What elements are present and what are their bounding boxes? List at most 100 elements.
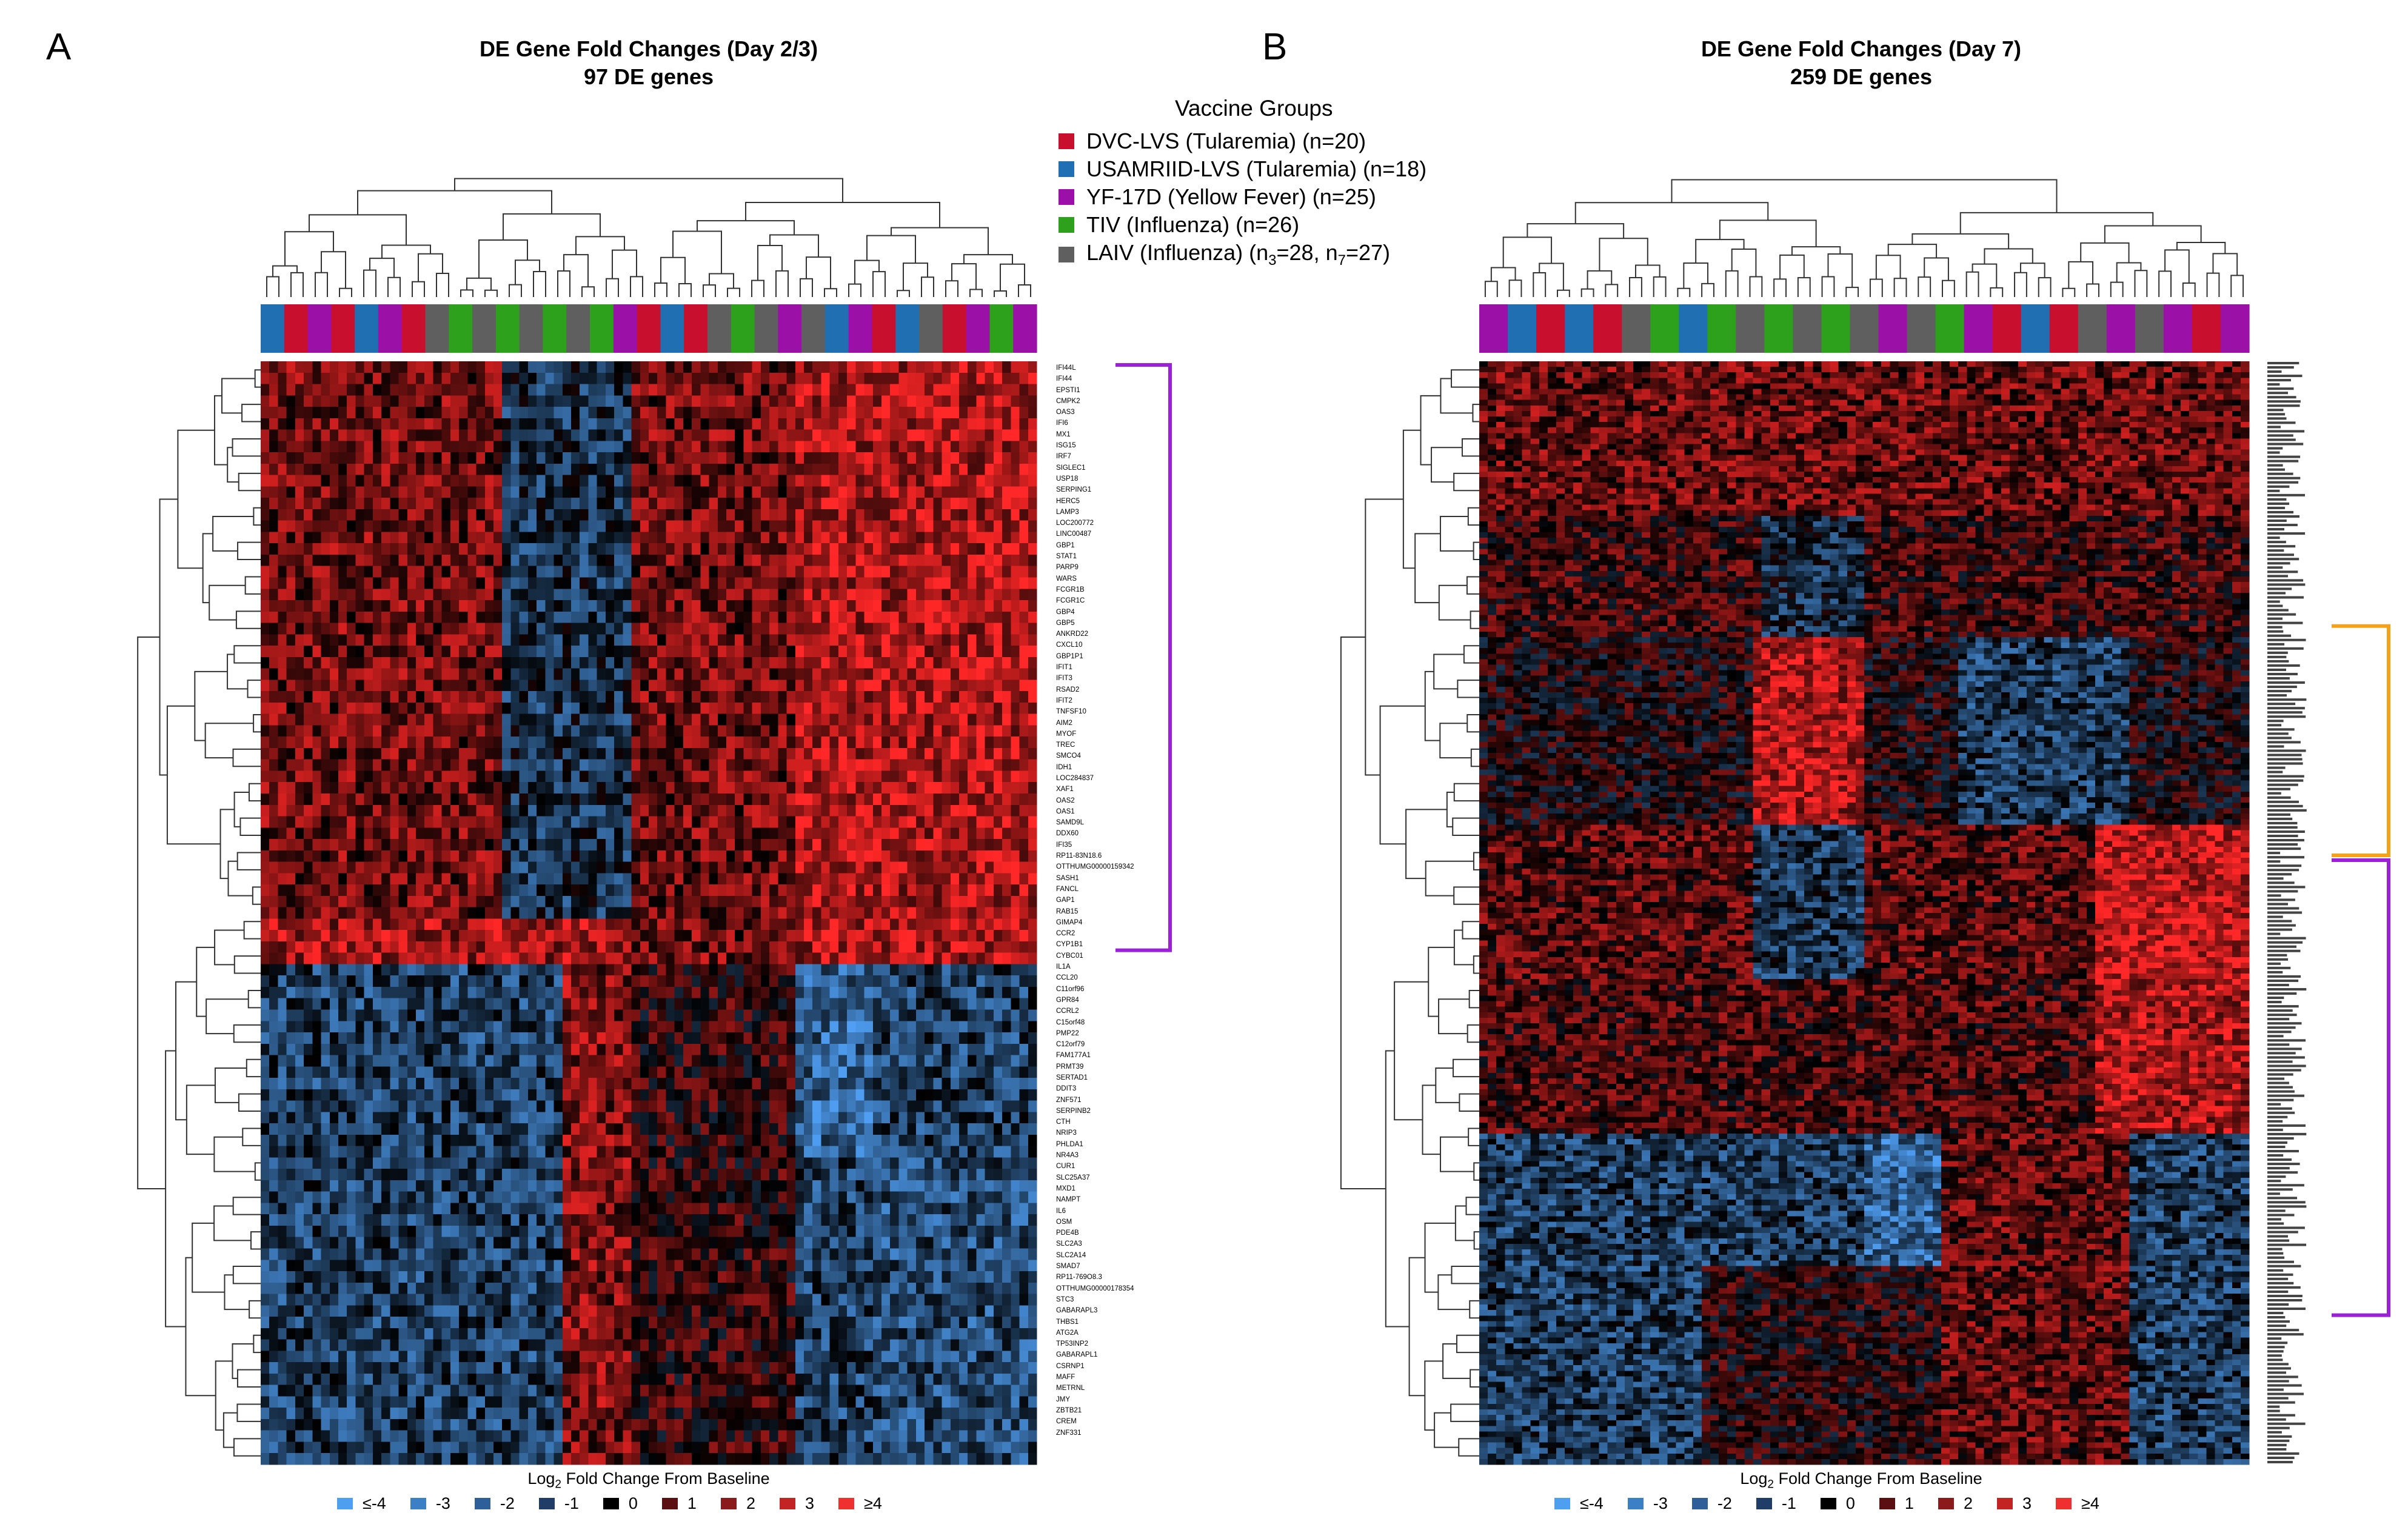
gene-label: CUR1: [1056, 1161, 1134, 1172]
gene-label: FCGR1B: [1056, 584, 1134, 595]
group-cell: [778, 304, 802, 353]
group-cell: [401, 304, 426, 353]
scale-swatch: [838, 1498, 854, 1509]
gene-label: IFIT1: [1056, 662, 1134, 673]
scale-swatch: [1820, 1498, 1836, 1509]
panel-b-scale-label: Log2 Fold Change From Baseline: [1637, 1469, 2085, 1491]
gene-label: GIMAP4: [1056, 917, 1134, 928]
group-cell: [1593, 304, 1622, 353]
legend-item: LAIV (Influenza) (n3=28, n7=27): [1059, 240, 1390, 269]
gene-label: RSAD2: [1056, 684, 1134, 695]
dendrogram-lines: [1484, 179, 2244, 297]
group-cell: [1013, 304, 1037, 353]
gene-label: SAMD9L: [1056, 817, 1134, 828]
heatmap-cells: [1479, 361, 2250, 1465]
gene-label: MXD1: [1056, 1183, 1134, 1194]
scale-item: ≥4: [838, 1494, 882, 1513]
scale-item: ≤-4: [1554, 1494, 1604, 1513]
heatmap-cells: [261, 361, 1037, 1465]
gene-label: OAS1: [1056, 806, 1134, 817]
group-cell: [613, 304, 638, 353]
group-cell: [1679, 304, 1708, 353]
group-cell: [2078, 304, 2107, 353]
gene-label: LINC00487: [1056, 529, 1134, 540]
gene-label: PDE4B: [1056, 1228, 1134, 1238]
group-cell: [824, 304, 849, 353]
scale-item: 1: [1879, 1494, 1914, 1513]
gene-label: IFI44L: [1056, 362, 1134, 373]
gene-label: CYBC01: [1056, 950, 1134, 961]
group-cell: [284, 304, 309, 353]
group-cell: [307, 304, 332, 353]
scale-swatch: [538, 1498, 555, 1509]
gene-label: STC3: [1056, 1294, 1134, 1305]
group-cell: [590, 304, 614, 353]
gene-label: PHLDA1: [1056, 1139, 1134, 1150]
panel-a-color-scale: ≤-4 -3 -2 -1 0 1 2 3 ≥4: [337, 1494, 906, 1513]
group-cell: [1508, 304, 1537, 353]
scale-swatch: [1554, 1498, 1570, 1509]
scale-swatch: [1879, 1498, 1895, 1509]
panel-letter-a: A: [46, 25, 71, 68]
dendrogram-lines: [137, 369, 261, 1457]
gene-label: GABARAPL1: [1056, 1349, 1134, 1360]
scale-label: 0: [629, 1494, 638, 1513]
group-cell: [1964, 304, 1993, 353]
scale-swatch: [474, 1498, 490, 1509]
panel-a-group-bar: [261, 304, 1037, 353]
scale-item: 3: [1996, 1494, 2032, 1513]
group-cell: [1565, 304, 1594, 353]
dendrogram-lines: [1340, 369, 1479, 1457]
group-cell: [966, 304, 991, 353]
gene-label: OTTHUMG00000159342: [1056, 861, 1134, 872]
group-cell: [2163, 304, 2193, 353]
scale-swatch: [2056, 1498, 2072, 1509]
legend-label: DVC-LVS (Tularemia) (n=20): [1086, 129, 1366, 154]
gene-label: METRNL: [1056, 1383, 1134, 1394]
scale-item: ≤-4: [337, 1494, 386, 1513]
scale-swatch: [337, 1498, 353, 1509]
scale-label: -1: [1782, 1494, 1796, 1513]
scale-label: -2: [500, 1494, 515, 1513]
gene-label: ATG2A: [1056, 1328, 1134, 1338]
gene-label: RAB15: [1056, 906, 1134, 917]
scale-item: -1: [1756, 1494, 1796, 1513]
legend-title: Vaccine Groups: [1175, 96, 1333, 121]
group-cell: [1793, 304, 1822, 353]
gene-label: LOC200772: [1056, 518, 1134, 529]
scale-item: 0: [1820, 1494, 1855, 1513]
panel-a-title-line2: 97 DE genes: [424, 63, 873, 91]
panel-letter-b: B: [1262, 25, 1287, 68]
group-cell: [2049, 304, 2079, 353]
scale-label: -3: [436, 1494, 450, 1513]
panel-b-brackets: [2332, 624, 2390, 1317]
group-cell: [449, 304, 473, 353]
panel-b-title-line1: DE Gene Fold Changes (Day 7): [1637, 35, 2085, 63]
scale-swatch: [779, 1498, 795, 1509]
purple-bracket: [2332, 858, 2390, 1317]
panel-b-row-dendrogram: [1340, 369, 1479, 1457]
group-cell: [495, 304, 520, 353]
legend-label: TIV (Influenza) (n=26): [1086, 212, 1299, 238]
gene-label: DDX60: [1056, 828, 1134, 839]
scale-label: 2: [746, 1494, 755, 1513]
group-cell: [942, 304, 967, 353]
gene-label: IL1A: [1056, 961, 1134, 972]
gene-label: C15orf48: [1056, 1017, 1134, 1028]
panel-b-group-bar: [1479, 304, 2250, 353]
gene-label: LAMP3: [1056, 507, 1134, 518]
scale-item: ≥4: [2056, 1494, 2099, 1513]
scale-label: 3: [805, 1494, 814, 1513]
gene-label: GBP5: [1056, 618, 1134, 629]
gene-label: NRIP3: [1056, 1127, 1134, 1138]
scale-item: -2: [1691, 1494, 1732, 1513]
gene-label: CCRL2: [1056, 1006, 1134, 1017]
group-cell: [2220, 304, 2250, 353]
scale-label: -1: [564, 1494, 579, 1513]
gene-label: IL6: [1056, 1206, 1134, 1217]
scale-label: 2: [1964, 1494, 1973, 1513]
group-cell: [731, 304, 755, 353]
gene-label: C11orf96: [1056, 984, 1134, 995]
gene-label: HERC5: [1056, 496, 1134, 507]
scale-item: 0: [603, 1494, 638, 1513]
